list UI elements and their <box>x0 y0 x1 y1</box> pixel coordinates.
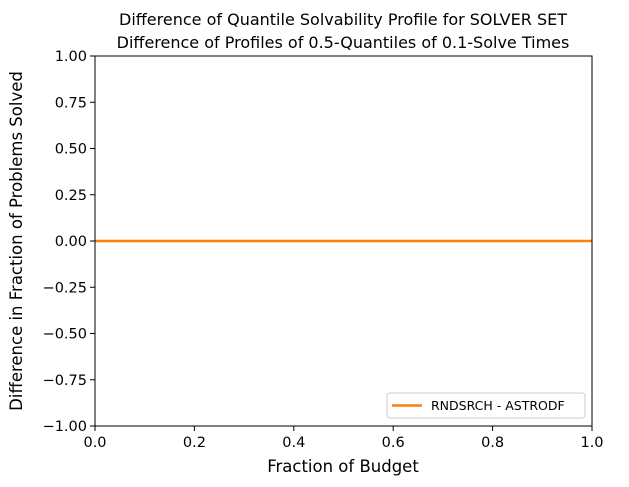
y-tick-label-0: 1.00 <box>55 49 87 65</box>
y-tick-label-7: −0.75 <box>43 373 87 389</box>
chart-subtitle: Difference of Profiles of 0.5-Quantiles … <box>117 33 570 52</box>
legend: RNDSRCH - ASTRODF <box>386 392 586 419</box>
y-tick-label-4: 0.00 <box>55 234 87 250</box>
legend-label: RNDSRCH - ASTRODF <box>431 398 565 413</box>
chart-title: Difference of Quantile Solvability Profi… <box>119 10 567 29</box>
y-tick-label-5: −0.25 <box>43 280 87 296</box>
legend-box <box>386 392 586 419</box>
y-tick-label-3: 0.25 <box>55 188 87 204</box>
x-tick-label-4: 0.8 <box>481 435 504 451</box>
x-tick-label-2: 0.4 <box>282 435 305 451</box>
x-tick-label-3: 0.6 <box>382 435 405 451</box>
x-axis-label: Fraction of Budget <box>267 457 419 476</box>
y-tick-label-2: 0.50 <box>55 142 87 158</box>
y-tick-label-8: −1.00 <box>43 419 87 435</box>
y-tick-label-6: −0.50 <box>43 327 87 343</box>
y-axis-label: Difference in Fraction of Problems Solve… <box>7 71 26 411</box>
x-tick-label-5: 1.0 <box>580 435 603 451</box>
x-tick-label-1: 0.2 <box>183 435 206 451</box>
x-tick-label-0: 0.0 <box>83 435 106 451</box>
y-tick-label-1: 0.75 <box>55 95 87 111</box>
